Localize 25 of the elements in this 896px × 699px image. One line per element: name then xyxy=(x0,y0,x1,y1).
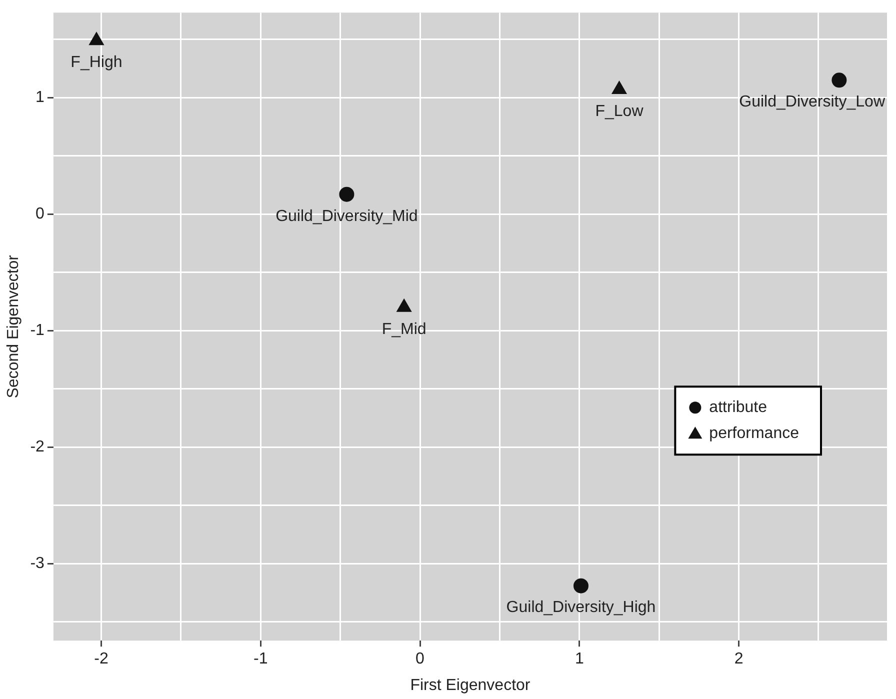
annotation: F_High xyxy=(70,54,122,71)
y-tick-label: 0 xyxy=(36,206,45,223)
legend-label: performance xyxy=(709,425,800,442)
annotation: Guild_Diversity_Low xyxy=(739,94,886,111)
annotation: Guild_Diversity_High xyxy=(506,599,656,616)
annotation: F_Mid xyxy=(382,320,426,338)
point xyxy=(612,81,627,94)
legend-label: attribute xyxy=(709,399,768,416)
x-tick-label: 2 xyxy=(734,650,744,668)
y-tick-label: -3 xyxy=(30,555,45,572)
point xyxy=(339,186,354,202)
y-tick-label: -1 xyxy=(30,322,45,340)
y-tick-label: 1 xyxy=(36,89,45,106)
x-tick-label: -2 xyxy=(94,650,108,668)
x-tick-label: 0 xyxy=(416,650,425,668)
x-tick-label: -1 xyxy=(254,650,268,668)
annotation: Guild_Diversity_Mid xyxy=(276,208,418,225)
x-axis-title: First Eigenvector xyxy=(410,676,531,694)
point xyxy=(89,32,104,46)
point xyxy=(396,298,412,312)
point xyxy=(573,578,588,594)
y-axis-title: Second Eigenvector xyxy=(5,254,22,398)
annotation: F_Low xyxy=(595,102,644,120)
y-tick-label: -2 xyxy=(30,438,45,456)
x-tick-label: 1 xyxy=(574,650,584,668)
